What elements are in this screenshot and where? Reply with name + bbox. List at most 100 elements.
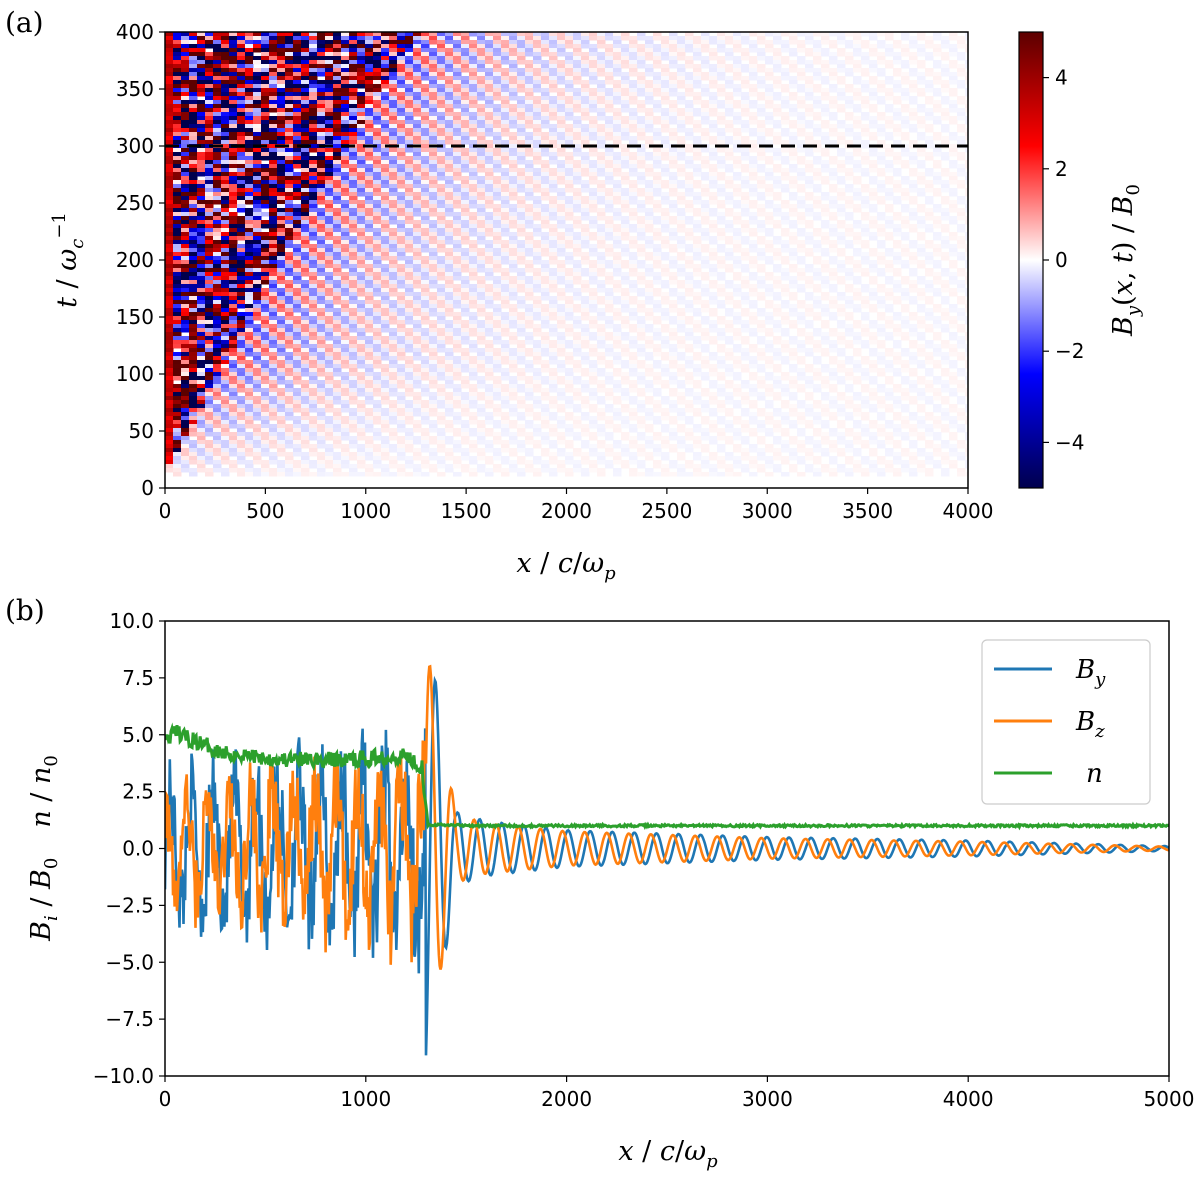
heatmap-cell (901, 192, 910, 197)
heatmap-cell (557, 132, 566, 137)
heatmap-cell (669, 104, 678, 109)
heatmap-cell (277, 248, 286, 253)
heatmap-cell (197, 40, 206, 45)
heatmap-cell (509, 248, 518, 253)
heatmap-cell (285, 196, 294, 201)
heatmap-cell (189, 96, 198, 101)
heatmap-cell (717, 148, 726, 153)
heatmap-cell (253, 148, 262, 153)
heatmap-cell (773, 252, 782, 257)
heatmap-cell (845, 72, 854, 77)
heatmap-cell (925, 84, 934, 89)
heatmap-cell (461, 176, 470, 181)
heatmap-cell (589, 116, 598, 121)
heatmap-cell (229, 156, 238, 161)
heatmap-cell (765, 176, 774, 181)
heatmap-cell (517, 244, 526, 249)
heatmap-cell (493, 68, 502, 73)
heatmap-cell (861, 224, 870, 229)
heatmap-cell (605, 244, 614, 249)
heatmap-cell (917, 108, 926, 113)
heatmap-cell (165, 204, 174, 209)
heatmap-cell (837, 208, 846, 213)
heatmap-cell (917, 180, 926, 185)
heatmap-cell (949, 44, 958, 49)
heatmap-cell (589, 56, 598, 61)
heatmap-cell (373, 224, 382, 229)
heatmap-cell (277, 44, 286, 49)
heatmap-cell (229, 60, 238, 65)
heatmap-cell (213, 244, 222, 249)
heatmap-cell (285, 40, 294, 45)
heatmap-cell (165, 52, 174, 57)
heatmap-cell (821, 96, 830, 101)
heatmap-cell (589, 216, 598, 221)
heatmap-cell (613, 196, 622, 201)
heatmap-cell (677, 84, 686, 89)
heatmap-cell (333, 228, 342, 233)
heatmap-cell (405, 188, 414, 193)
heatmap-cell (509, 68, 518, 73)
heatmap-cell (285, 192, 294, 197)
heatmap-cell (821, 88, 830, 93)
heatmap-cell (965, 76, 968, 81)
heatmap-cell (541, 64, 550, 69)
heatmap-cell (629, 128, 638, 133)
heatmap-cell (405, 84, 414, 89)
heatmap-cell (317, 72, 326, 77)
heatmap-cell (861, 252, 870, 257)
heatmap-cell (229, 92, 238, 97)
heatmap-cell (677, 236, 686, 241)
heatmap-cell (901, 160, 910, 165)
heatmap-cell (517, 260, 526, 265)
heatmap-cell (853, 36, 862, 41)
heatmap-cell (509, 140, 518, 145)
heatmap-cell (357, 208, 366, 213)
heatmap-cell (269, 224, 278, 229)
heatmap-cell (349, 104, 358, 109)
heatmap-cell (293, 64, 302, 69)
heatmap-cell (797, 200, 806, 205)
heatmap-cell (813, 148, 822, 153)
heatmap-cell (245, 196, 254, 201)
heatmap-cell (413, 240, 422, 245)
heatmap-cell (533, 96, 542, 101)
heatmap-cell (533, 40, 542, 45)
heatmap-cell (181, 252, 190, 257)
heatmap-cell (525, 48, 534, 53)
heatmap-cell (437, 232, 446, 237)
heatmap-cell (181, 116, 190, 121)
heatmap-cell (733, 64, 742, 69)
heatmap-cell (853, 196, 862, 201)
heatmap-cell (245, 60, 254, 65)
heatmap-cell (181, 148, 190, 153)
heatmap-cell (365, 88, 374, 93)
heatmap-cell (533, 140, 542, 145)
heatmap-cell (309, 168, 318, 173)
heatmap-cell (613, 212, 622, 217)
heatmap-cell (261, 112, 270, 117)
heatmap-cell (661, 140, 670, 145)
heatmap-cell (685, 144, 694, 149)
heatmap-cell (573, 148, 582, 153)
heatmap-cell (565, 72, 574, 77)
heatmap-cell (453, 44, 462, 49)
heatmap-cell (909, 116, 918, 121)
heatmap-cell (661, 180, 670, 185)
heatmap-cell (301, 132, 310, 137)
heatmap-cell (845, 172, 854, 177)
heatmap-cell (565, 180, 574, 185)
heatmap-cell (365, 84, 374, 89)
heatmap-cell (957, 108, 966, 113)
heatmap-cell (165, 156, 174, 161)
heatmap-cell (197, 104, 206, 109)
heatmap-cell (293, 148, 302, 153)
heatmap-cell (829, 184, 838, 189)
heatmap-cell (621, 32, 630, 37)
heatmap-cell (525, 196, 534, 201)
heatmap-cell (173, 120, 182, 125)
heatmap-cell (853, 136, 862, 141)
heatmap-cell (237, 128, 246, 133)
heatmap-cell (517, 252, 526, 257)
heatmap-cell (717, 216, 726, 221)
